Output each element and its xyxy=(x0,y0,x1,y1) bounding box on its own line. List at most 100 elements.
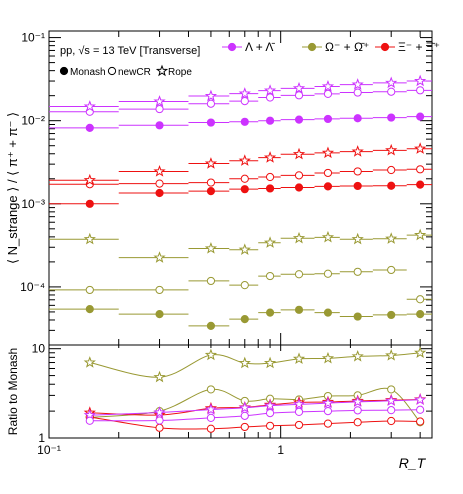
data-point xyxy=(85,123,94,132)
data-point xyxy=(206,118,216,127)
ratio-point xyxy=(387,416,396,426)
ratio-point xyxy=(204,348,218,361)
data-point xyxy=(206,99,216,108)
legend-model-label: Monash xyxy=(70,67,106,78)
data-point xyxy=(416,295,425,304)
data-point xyxy=(294,305,304,314)
data-point xyxy=(240,97,249,106)
data-point xyxy=(263,84,277,96)
data-point xyxy=(292,147,306,160)
ratio-point xyxy=(414,346,427,358)
series-rope xyxy=(49,228,432,263)
ratio-point xyxy=(83,356,96,368)
data-point xyxy=(321,80,335,92)
data-point xyxy=(238,87,251,99)
data-point xyxy=(414,228,427,241)
data-point xyxy=(385,232,398,244)
data-point xyxy=(416,86,425,95)
data-point xyxy=(265,308,275,317)
top-panel-frame xyxy=(48,30,433,346)
series-monash xyxy=(49,112,432,132)
ratio-point xyxy=(351,349,364,362)
ratio-point xyxy=(155,416,164,425)
y-tick-label-bottom: 10 xyxy=(32,342,46,356)
data-point xyxy=(323,168,333,178)
ratio-point xyxy=(294,420,304,430)
data-point xyxy=(155,310,164,319)
data-point xyxy=(416,165,425,174)
header-text: pp, √s = 13 TeV [Transverse] xyxy=(60,45,200,57)
ratio-point xyxy=(153,406,166,418)
data-point xyxy=(294,270,304,279)
ratio-series-newcr xyxy=(85,405,425,425)
data-point xyxy=(294,91,304,100)
data-point xyxy=(387,181,396,190)
y-tick-label-top: 10⁻² xyxy=(21,114,45,128)
data-point xyxy=(265,271,275,281)
ratio-point xyxy=(265,421,275,430)
ratio-series-rope xyxy=(83,346,427,383)
data-point xyxy=(416,310,425,319)
ratio-point xyxy=(321,396,335,409)
data-point xyxy=(265,93,275,102)
ratio-point xyxy=(414,393,427,405)
data-point xyxy=(83,100,96,112)
ratio-point xyxy=(353,418,362,427)
series-newcr xyxy=(49,265,432,304)
data-point xyxy=(83,173,96,186)
x-tick-label: 10⁻¹ xyxy=(37,443,61,457)
data-point xyxy=(155,121,164,130)
data-point xyxy=(206,178,216,187)
data-point xyxy=(204,242,218,254)
data-point xyxy=(385,76,398,89)
series-newcr xyxy=(49,165,432,189)
data-point xyxy=(153,251,166,263)
top-panel: pp, √s = 13 TeV [Transverse] xyxy=(48,30,433,346)
ratio-curve xyxy=(89,387,421,423)
ratio-point xyxy=(353,406,362,415)
data-point xyxy=(387,265,396,275)
ratio-point xyxy=(323,407,333,416)
y-axis-title-top: ⟨ N_strange ⟩ / ⟨ π⁺ + π⁻ ⟩ xyxy=(5,112,20,264)
bottom-panel xyxy=(48,344,433,439)
series-rope xyxy=(49,142,432,186)
ratio-point xyxy=(351,395,364,408)
ratio-point xyxy=(240,422,249,432)
ratio-point xyxy=(387,406,396,415)
data-point xyxy=(353,114,362,123)
data-point xyxy=(323,308,333,317)
data-point xyxy=(240,174,249,183)
ratio-point xyxy=(204,403,218,415)
data-point xyxy=(240,185,249,194)
ratio-point xyxy=(240,411,249,420)
ratio-curve xyxy=(89,416,421,430)
ratio-point xyxy=(321,351,335,364)
data-point xyxy=(294,115,304,124)
data-point xyxy=(204,89,218,102)
legend-marker xyxy=(307,42,317,52)
bottom-axis-ticks xyxy=(48,344,432,439)
data-point xyxy=(155,179,164,188)
data-point xyxy=(292,81,306,94)
data-point xyxy=(263,151,277,163)
top-axis-ticks xyxy=(48,31,432,346)
ratio-point xyxy=(238,401,251,413)
data-point xyxy=(240,281,249,290)
ratio-point xyxy=(385,349,398,361)
bottom-panel-frame xyxy=(48,344,433,439)
legend-label: Ω⁻ + Ω̄⁺ xyxy=(325,40,369,54)
data-point xyxy=(155,188,164,198)
data-point xyxy=(323,269,333,278)
data-point xyxy=(387,165,396,175)
legend-model-label: newCR xyxy=(118,67,151,78)
data-point xyxy=(387,310,396,320)
ratio-point xyxy=(153,370,166,383)
data-point xyxy=(240,117,249,126)
ratio-curve xyxy=(89,398,421,416)
data-point xyxy=(265,172,275,182)
data-point xyxy=(265,184,275,193)
ratio-curve xyxy=(89,352,421,378)
data-point xyxy=(351,232,364,245)
data-point xyxy=(351,78,364,90)
